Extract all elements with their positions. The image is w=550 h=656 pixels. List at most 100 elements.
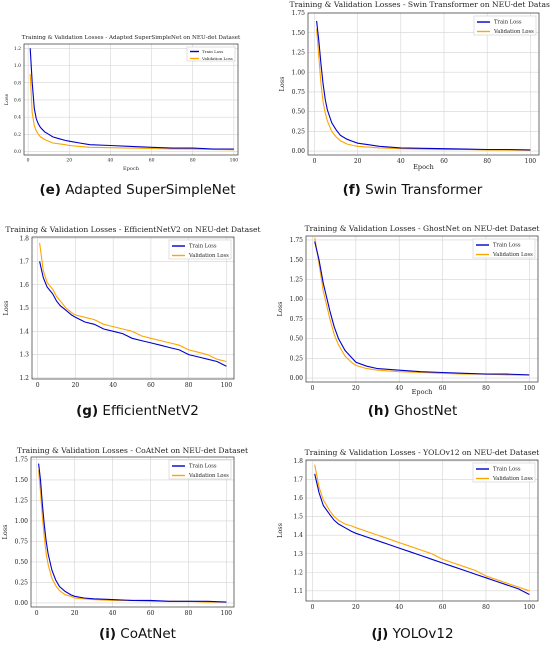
- chart-title: Training & Validation Losses - CoAtNet o…: [17, 446, 248, 455]
- legend-box: [168, 239, 232, 260]
- y-tick-label: 0.00: [15, 600, 29, 607]
- y-tick-label: 1.00: [15, 518, 29, 525]
- series-line-validation-loss: [29, 74, 234, 151]
- chart-title: Training & Validation Losses - Efficient…: [5, 225, 260, 234]
- y-tick-label: 1.50: [15, 477, 29, 484]
- y-tick-label: 1.5: [19, 305, 29, 312]
- legend-box: [168, 459, 232, 480]
- y-tick-label: 0.8: [14, 80, 21, 86]
- plot-frame: [30, 456, 235, 608]
- series-line-validation-loss: [316, 28, 531, 151]
- caption-text: CoAtNet: [116, 626, 176, 642]
- y-tick-label: 0.50: [290, 336, 304, 343]
- legend-entry: Train Loss: [494, 20, 522, 26]
- y-tick-label: 1.8: [19, 235, 29, 242]
- legend-entry: Train Loss: [493, 243, 521, 249]
- y-tick-label: 0.75: [15, 539, 29, 546]
- y-axis-label: Loss: [276, 302, 284, 317]
- legend-entry: Validation Loss: [493, 29, 534, 35]
- y-tick-label: 1.7: [19, 259, 29, 266]
- x-tick-label: 0: [36, 382, 40, 389]
- y-tick-label: 0.75: [292, 89, 306, 96]
- y-axis-label: Loss: [2, 301, 10, 316]
- x-axis-label: Epoch: [412, 388, 433, 396]
- y-tick-label: 1.75: [292, 10, 306, 17]
- x-tick-label: 80: [190, 158, 196, 164]
- caption-letter: (g): [76, 403, 99, 419]
- legend-box: [472, 462, 536, 483]
- loss-chart-efficientnetv2: Training & Validation Losses - Efficient…: [2, 225, 261, 389]
- x-tick-label: 20: [71, 610, 79, 617]
- x-tick-label: 80: [483, 158, 491, 165]
- y-tick-label: 1.6: [19, 282, 29, 289]
- y-axis-label: Loss: [1, 525, 9, 540]
- y-tick-label: 1.4: [293, 532, 303, 539]
- y-tick-label: 0.0: [14, 149, 21, 155]
- caption-letter: (j): [371, 626, 389, 642]
- x-axis-label: Epoch: [413, 163, 434, 171]
- chart-panel-e: Training & Validation Losses - Adapted S…: [0, 0, 275, 172]
- y-tick-label: 0.25: [290, 355, 304, 362]
- chart-title: Training & Validation Losses - Swin Tran…: [290, 0, 550, 9]
- y-axis-label: Loss: [276, 523, 284, 538]
- y-tick-label: 0.4: [14, 115, 21, 121]
- legend-entry: Validation Loss: [492, 252, 533, 258]
- x-tick-label: 80: [185, 382, 193, 389]
- caption-letter: (h): [367, 403, 390, 419]
- x-axis-label: Epoch: [123, 166, 140, 172]
- y-tick-label: 1.00: [292, 69, 306, 76]
- x-tick-label: 60: [149, 158, 155, 164]
- series-line-train-loss: [314, 473, 530, 595]
- y-axis-label: Loss: [4, 93, 10, 105]
- loss-chart-ghostnet: Training & Validation Losses - GhostNet …: [276, 224, 539, 396]
- y-tick-label: 1.4: [19, 328, 29, 335]
- caption-letter: (i): [99, 626, 116, 642]
- legend-entry: Validation Loss: [188, 253, 229, 259]
- x-tick-label: 20: [352, 604, 360, 611]
- x-tick-label: 100: [525, 158, 537, 165]
- caption-letter: (f): [342, 182, 361, 198]
- series-line-train-loss: [29, 48, 234, 150]
- x-tick-label: 40: [109, 382, 117, 389]
- y-tick-label: 1.25: [15, 498, 29, 505]
- series-line-validation-loss: [314, 464, 530, 592]
- y-tick-label: 0.50: [292, 109, 306, 116]
- loss-chart-supersimplenet: Training & Validation Losses - Adapted S…: [4, 35, 241, 172]
- caption-e: (e) Adapted SuperSimpleNet: [0, 182, 275, 198]
- x-tick-label: 0: [27, 158, 30, 164]
- x-tick-label: 60: [440, 158, 448, 165]
- x-tick-label: 0: [313, 158, 317, 165]
- y-tick-label: 0.00: [292, 148, 306, 155]
- chart-panel-f: Training & Validation Losses - Swin Tran…: [275, 0, 550, 172]
- x-tick-label: 80: [482, 385, 490, 392]
- y-tick-label: 0.00: [290, 375, 304, 382]
- y-tick-label: 1.3: [293, 551, 303, 558]
- y-tick-label: 0.25: [292, 128, 306, 135]
- x-tick-label: 40: [397, 158, 405, 165]
- caption-g: (g) EfficientNetV2: [0, 403, 275, 419]
- y-tick-label: 1.25: [292, 50, 306, 57]
- x-tick-label: 0: [35, 610, 39, 617]
- loss-chart-swin-transformer: Training & Validation Losses - Swin Tran…: [278, 0, 550, 171]
- x-tick-label: 100: [230, 158, 239, 164]
- legend-box: [186, 46, 236, 62]
- caption-h: (h) GhostNet: [275, 403, 550, 419]
- y-tick-label: 1.00: [290, 296, 304, 303]
- legend-entry: Validation Loss: [201, 56, 233, 61]
- x-tick-label: 60: [439, 604, 447, 611]
- x-tick-label: 20: [352, 385, 360, 392]
- loss-chart-yolov12: Training & Validation Losses - YOLOv12 o…: [276, 448, 539, 611]
- y-tick-label: 0.2: [14, 132, 21, 138]
- y-tick-label: 1.2: [14, 46, 21, 52]
- caption-text: Swin Transformer: [360, 182, 483, 198]
- y-tick-label: 0.50: [15, 559, 29, 566]
- legend-entry: Validation Loss: [188, 473, 229, 479]
- chart-panel-i: Training & Validation Losses - CoAtNet o…: [0, 440, 275, 618]
- x-tick-label: 80: [482, 604, 490, 611]
- y-tick-label: 1.0: [14, 63, 21, 69]
- plot-frame: [305, 235, 539, 383]
- legend-entry: Train Loss: [189, 244, 217, 250]
- legend-entry: Train Loss: [202, 49, 223, 54]
- y-tick-label: 1.3: [19, 352, 29, 359]
- series-line-validation-loss: [314, 237, 530, 376]
